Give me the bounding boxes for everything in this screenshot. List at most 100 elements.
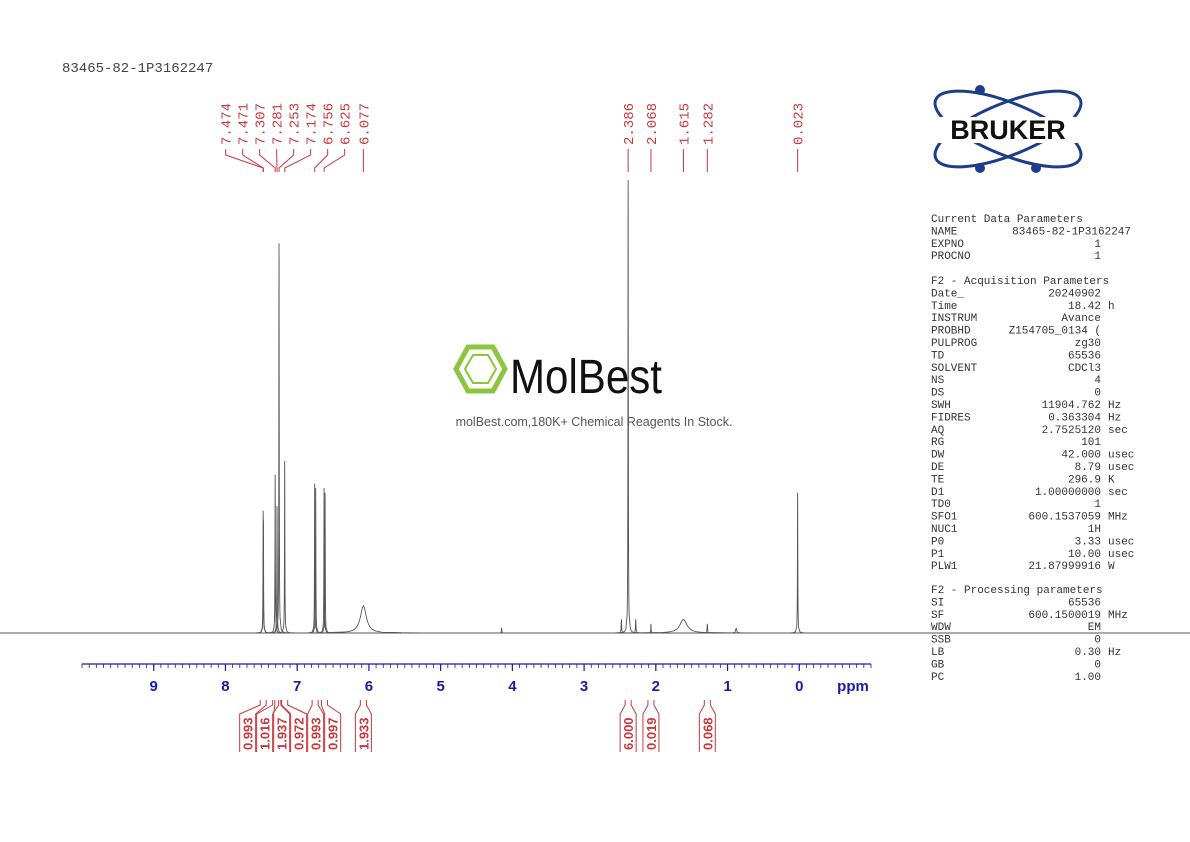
param-name: AQ xyxy=(931,425,945,437)
x-tick-label: 8 xyxy=(221,678,229,695)
param-value: CDCl3 xyxy=(1068,363,1101,375)
peak-label: 6.625 xyxy=(339,103,355,145)
logo-orbit xyxy=(933,89,1083,169)
logo-text: BRUKER xyxy=(950,115,1066,145)
peak xyxy=(752,492,843,634)
peak-label-connector xyxy=(278,149,295,172)
param-name: DS xyxy=(931,388,945,400)
logo-dot xyxy=(975,85,985,95)
x-tick-label: 4 xyxy=(508,678,517,695)
param-value: 600.1500019 xyxy=(1028,610,1101,622)
param-name: RG xyxy=(931,437,944,449)
x-tick-label: 5 xyxy=(436,678,444,695)
peak-label-connector xyxy=(259,149,276,172)
integral-bracket xyxy=(642,700,660,752)
param-value: 0 xyxy=(1094,659,1101,671)
x-tick-label: 0 xyxy=(795,678,803,695)
watermark-tagline: molBest.com,180K+ Chemical Reagents In S… xyxy=(456,415,733,429)
peak-label: 6.756 xyxy=(322,103,338,145)
param-value: 10.00 xyxy=(1068,549,1101,561)
param-value: 11904.762 xyxy=(1042,400,1101,412)
peak-label: 6.077 xyxy=(357,103,373,145)
logo-text-bg xyxy=(926,117,1090,143)
param-value: 0.30 xyxy=(1075,647,1101,659)
param-name: PROBHD xyxy=(931,326,971,338)
peak-label: 2.386 xyxy=(622,103,638,145)
x-tick-label: 9 xyxy=(150,678,158,695)
param-unit: Hz xyxy=(1108,412,1121,424)
peak-label: 7.253 xyxy=(288,103,304,145)
x-tick-label: 1 xyxy=(723,678,731,695)
peak-label-connector xyxy=(242,149,264,172)
param-name: Time xyxy=(931,301,957,313)
param-value: 21.87999916 xyxy=(1028,561,1101,573)
param-value: 0 xyxy=(1094,635,1101,647)
integral-label: 0.068 xyxy=(700,717,715,750)
param-value: 18.42 xyxy=(1068,301,1101,313)
param-unit: usec xyxy=(1108,536,1134,548)
param-value: 1H xyxy=(1088,524,1101,536)
param-value: 296.9 xyxy=(1068,474,1101,486)
param-name: GB xyxy=(931,659,945,671)
param-value: EM xyxy=(1088,622,1101,634)
param-unit: K xyxy=(1108,474,1115,486)
peak-label: 7.174 xyxy=(305,103,321,145)
param-value: 42.000 xyxy=(1061,450,1101,462)
watermark-icon-inner xyxy=(463,354,498,384)
param-name: DE xyxy=(931,462,945,474)
watermark: MolBest molBest.com,180K+ Chemical Reage… xyxy=(453,344,733,429)
section-title: Current Data Parameters xyxy=(931,214,1083,226)
integral-bracket xyxy=(354,700,372,752)
integral-bracket xyxy=(256,700,280,752)
peak-label: 0.023 xyxy=(792,103,808,145)
param-unit: MHz xyxy=(1108,512,1128,524)
integral-label: 0.972 xyxy=(292,717,307,750)
integral-label: 0.019 xyxy=(644,717,659,750)
param-unit: usec xyxy=(1108,462,1134,474)
plot: 9 8 7 6 5 4 3 2 1 0 ppm 7.474 7.471 7.307 7.281 7.253 7.… xyxy=(0,103,1190,752)
integral-bracket xyxy=(619,700,637,752)
param-name: SFO1 xyxy=(931,512,958,524)
param-value: 65536 xyxy=(1068,350,1101,362)
x-tick-label: 7 xyxy=(293,678,301,695)
param-name: P1 xyxy=(931,549,945,561)
param-unit: sec xyxy=(1108,425,1128,437)
param-name: SOLVENT xyxy=(931,363,978,375)
param-unit: W xyxy=(1108,561,1115,573)
integral-label: 6.000 xyxy=(621,717,636,750)
x-tick-label: 3 xyxy=(580,678,588,695)
param-value: zg30 xyxy=(1075,338,1101,350)
param-value: 1.00 xyxy=(1075,672,1101,684)
param-value: 600.1537059 xyxy=(1028,512,1101,524)
param-name: PULPROG xyxy=(931,338,977,350)
integral-bracket xyxy=(281,700,308,752)
param-unit: h xyxy=(1108,301,1115,313)
param-name: DW xyxy=(931,450,945,462)
param-value: 1 xyxy=(1094,251,1101,263)
peak-label: 1.282 xyxy=(701,103,717,145)
param-name: Date_ xyxy=(931,288,964,300)
param-name: PC xyxy=(931,672,945,684)
param-name: SF xyxy=(931,610,944,622)
param-value: 1 xyxy=(1094,239,1101,251)
sample-id: 83465-82-1P3162247 xyxy=(62,61,213,77)
param-unit: usec xyxy=(1108,549,1134,561)
param-unit: MHz xyxy=(1108,610,1128,622)
param-value: 4 xyxy=(1094,375,1101,387)
x-tick-label: 2 xyxy=(652,678,660,695)
param-unit: usec xyxy=(1108,450,1134,462)
watermark-icon xyxy=(453,344,508,394)
section-title: F2 - Acquisition Parameters xyxy=(931,276,1109,288)
integral-bracket xyxy=(239,700,267,752)
param-value: 8.79 xyxy=(1075,462,1101,474)
param-value: Avance xyxy=(1061,313,1101,325)
param-value: 65536 xyxy=(1068,597,1101,609)
logo-orbit xyxy=(933,89,1083,169)
param-value: 0.363304 xyxy=(1048,412,1101,424)
integral-bracket xyxy=(307,700,325,752)
integral-bracket xyxy=(273,700,291,752)
logo-dot xyxy=(1031,163,1041,173)
integral-label: 0.993 xyxy=(309,717,324,750)
